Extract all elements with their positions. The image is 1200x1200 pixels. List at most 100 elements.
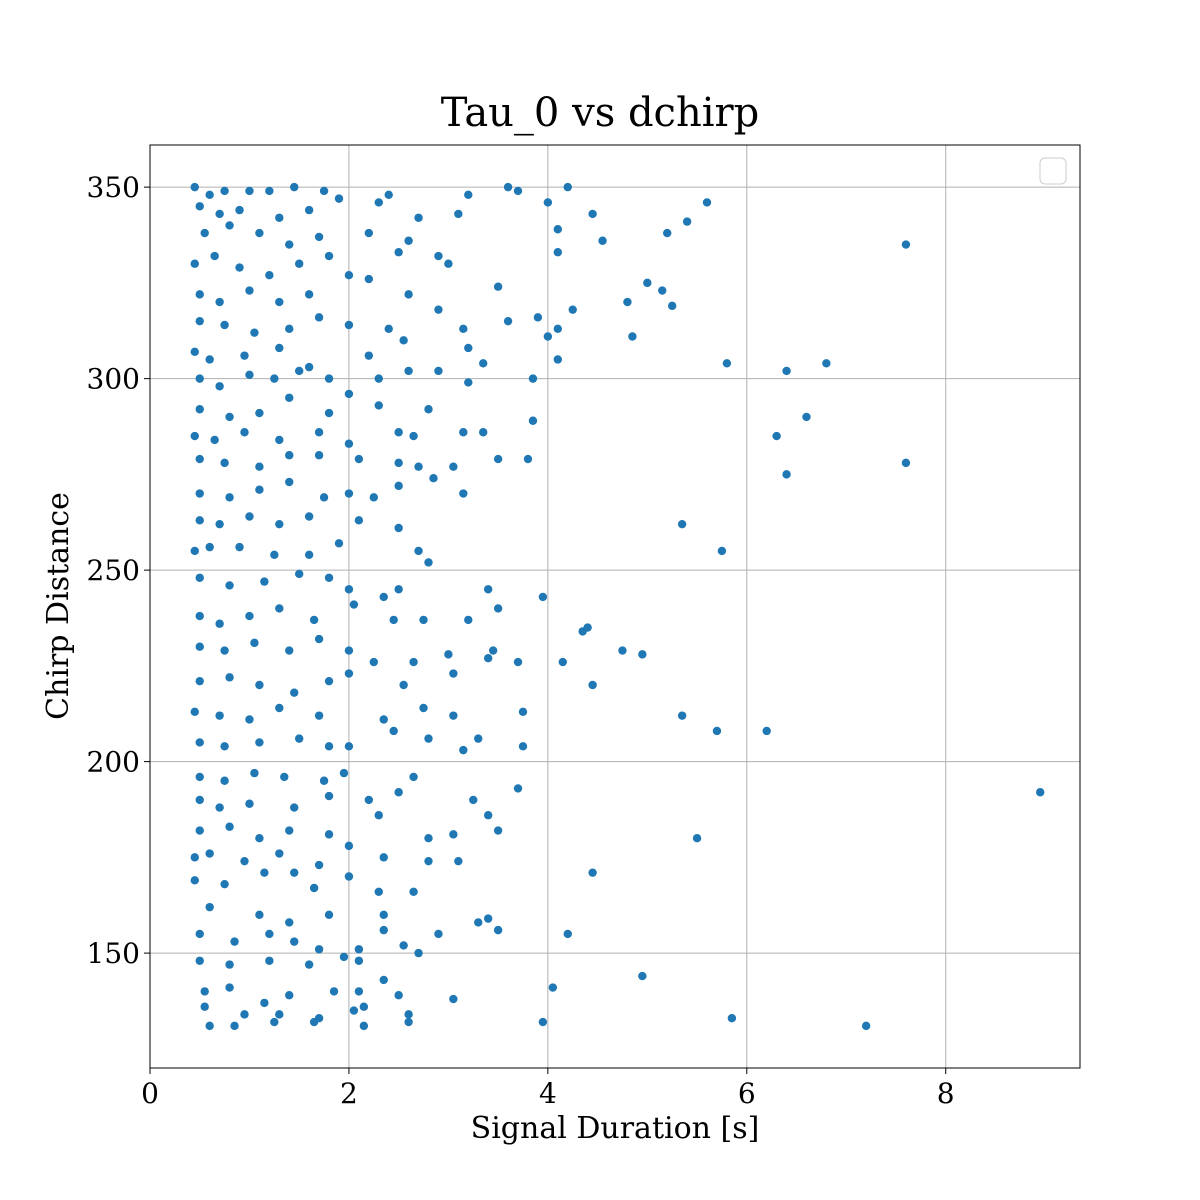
data-point — [518, 707, 528, 717]
data-point — [409, 887, 418, 897]
data-point — [379, 975, 388, 985]
data-point — [245, 370, 254, 379]
data-point — [314, 313, 324, 322]
data-point — [459, 428, 468, 437]
data-point — [364, 351, 374, 360]
axis-ticks: 0 2 4 6 8 150 200 250 300 350 — [87, 171, 955, 1110]
data-point — [240, 351, 249, 360]
data-point — [488, 646, 498, 655]
data-point — [334, 194, 344, 203]
data-point — [195, 738, 204, 747]
data-point — [503, 182, 513, 192]
data-point — [225, 412, 234, 422]
data-point — [503, 316, 513, 326]
data-point — [195, 316, 204, 326]
data-point — [324, 251, 334, 261]
data-point — [1036, 788, 1045, 797]
data-point — [240, 1010, 249, 1019]
data-point — [220, 646, 229, 655]
data-point — [190, 259, 199, 268]
data-point — [414, 213, 423, 222]
data-point — [493, 925, 503, 935]
data-point — [215, 803, 224, 812]
data-point — [270, 374, 279, 383]
data-point — [324, 791, 334, 801]
data-point — [324, 742, 334, 751]
data-point — [290, 868, 299, 877]
data-point — [434, 305, 443, 314]
data-point — [359, 1021, 369, 1031]
data-point — [692, 834, 702, 843]
data-point — [394, 991, 403, 1000]
data-point — [344, 389, 354, 399]
data-point — [459, 745, 468, 755]
data-point — [195, 642, 204, 651]
data-point — [563, 929, 572, 939]
data-point — [444, 259, 453, 268]
chart-title: Tau_0 vs dchirp — [441, 90, 759, 136]
data-point — [225, 960, 234, 969]
data-point — [374, 811, 383, 820]
data-point — [205, 1021, 214, 1031]
data-point — [294, 569, 304, 579]
data-point — [344, 646, 354, 655]
data-point — [782, 366, 791, 376]
data-point — [364, 795, 374, 805]
data-point — [404, 236, 413, 245]
data-point — [538, 1017, 548, 1027]
data-point — [255, 834, 264, 843]
data-point — [901, 458, 911, 468]
data-point — [290, 688, 299, 697]
data-point — [245, 186, 254, 196]
data-point — [304, 960, 314, 969]
data-point — [424, 856, 433, 866]
data-point — [255, 408, 264, 418]
data-point — [215, 297, 224, 307]
data-point — [324, 910, 334, 920]
data-point — [424, 558, 433, 567]
data-point — [344, 872, 354, 881]
data-point — [215, 519, 224, 529]
empty-legend — [1039, 157, 1067, 185]
data-point — [454, 209, 463, 219]
data-point — [195, 956, 204, 965]
data-point — [464, 190, 473, 199]
data-point — [225, 493, 234, 502]
data-point — [513, 186, 523, 196]
data-point — [379, 925, 388, 935]
data-point — [260, 868, 269, 877]
data-point — [270, 1017, 279, 1027]
data-point — [901, 240, 911, 249]
data-point — [309, 883, 319, 893]
data-point — [434, 366, 443, 376]
data-point — [314, 860, 324, 870]
data-point — [285, 324, 294, 334]
data-point — [285, 646, 294, 655]
data-point — [727, 1014, 737, 1023]
data-point — [464, 615, 473, 625]
data-point — [374, 887, 383, 897]
data-point — [255, 462, 264, 471]
data-point — [245, 799, 254, 808]
data-point — [344, 669, 354, 678]
data-point — [493, 454, 503, 464]
data-point — [319, 186, 329, 196]
data-point — [658, 286, 667, 295]
data-point — [677, 711, 687, 720]
data-point — [275, 297, 284, 307]
data-point — [493, 282, 503, 291]
data-point — [314, 945, 324, 954]
data-point — [290, 182, 299, 192]
plot-frame — [149, 144, 1081, 1069]
data-point — [384, 324, 393, 334]
data-point — [394, 523, 403, 533]
data-point — [285, 451, 294, 460]
data-point — [414, 948, 423, 958]
data-point — [250, 638, 259, 648]
data-point — [712, 726, 722, 736]
data-point — [449, 669, 458, 678]
data-point — [459, 489, 468, 498]
data-point — [479, 359, 488, 368]
data-point — [255, 680, 264, 690]
data-point — [513, 784, 523, 793]
